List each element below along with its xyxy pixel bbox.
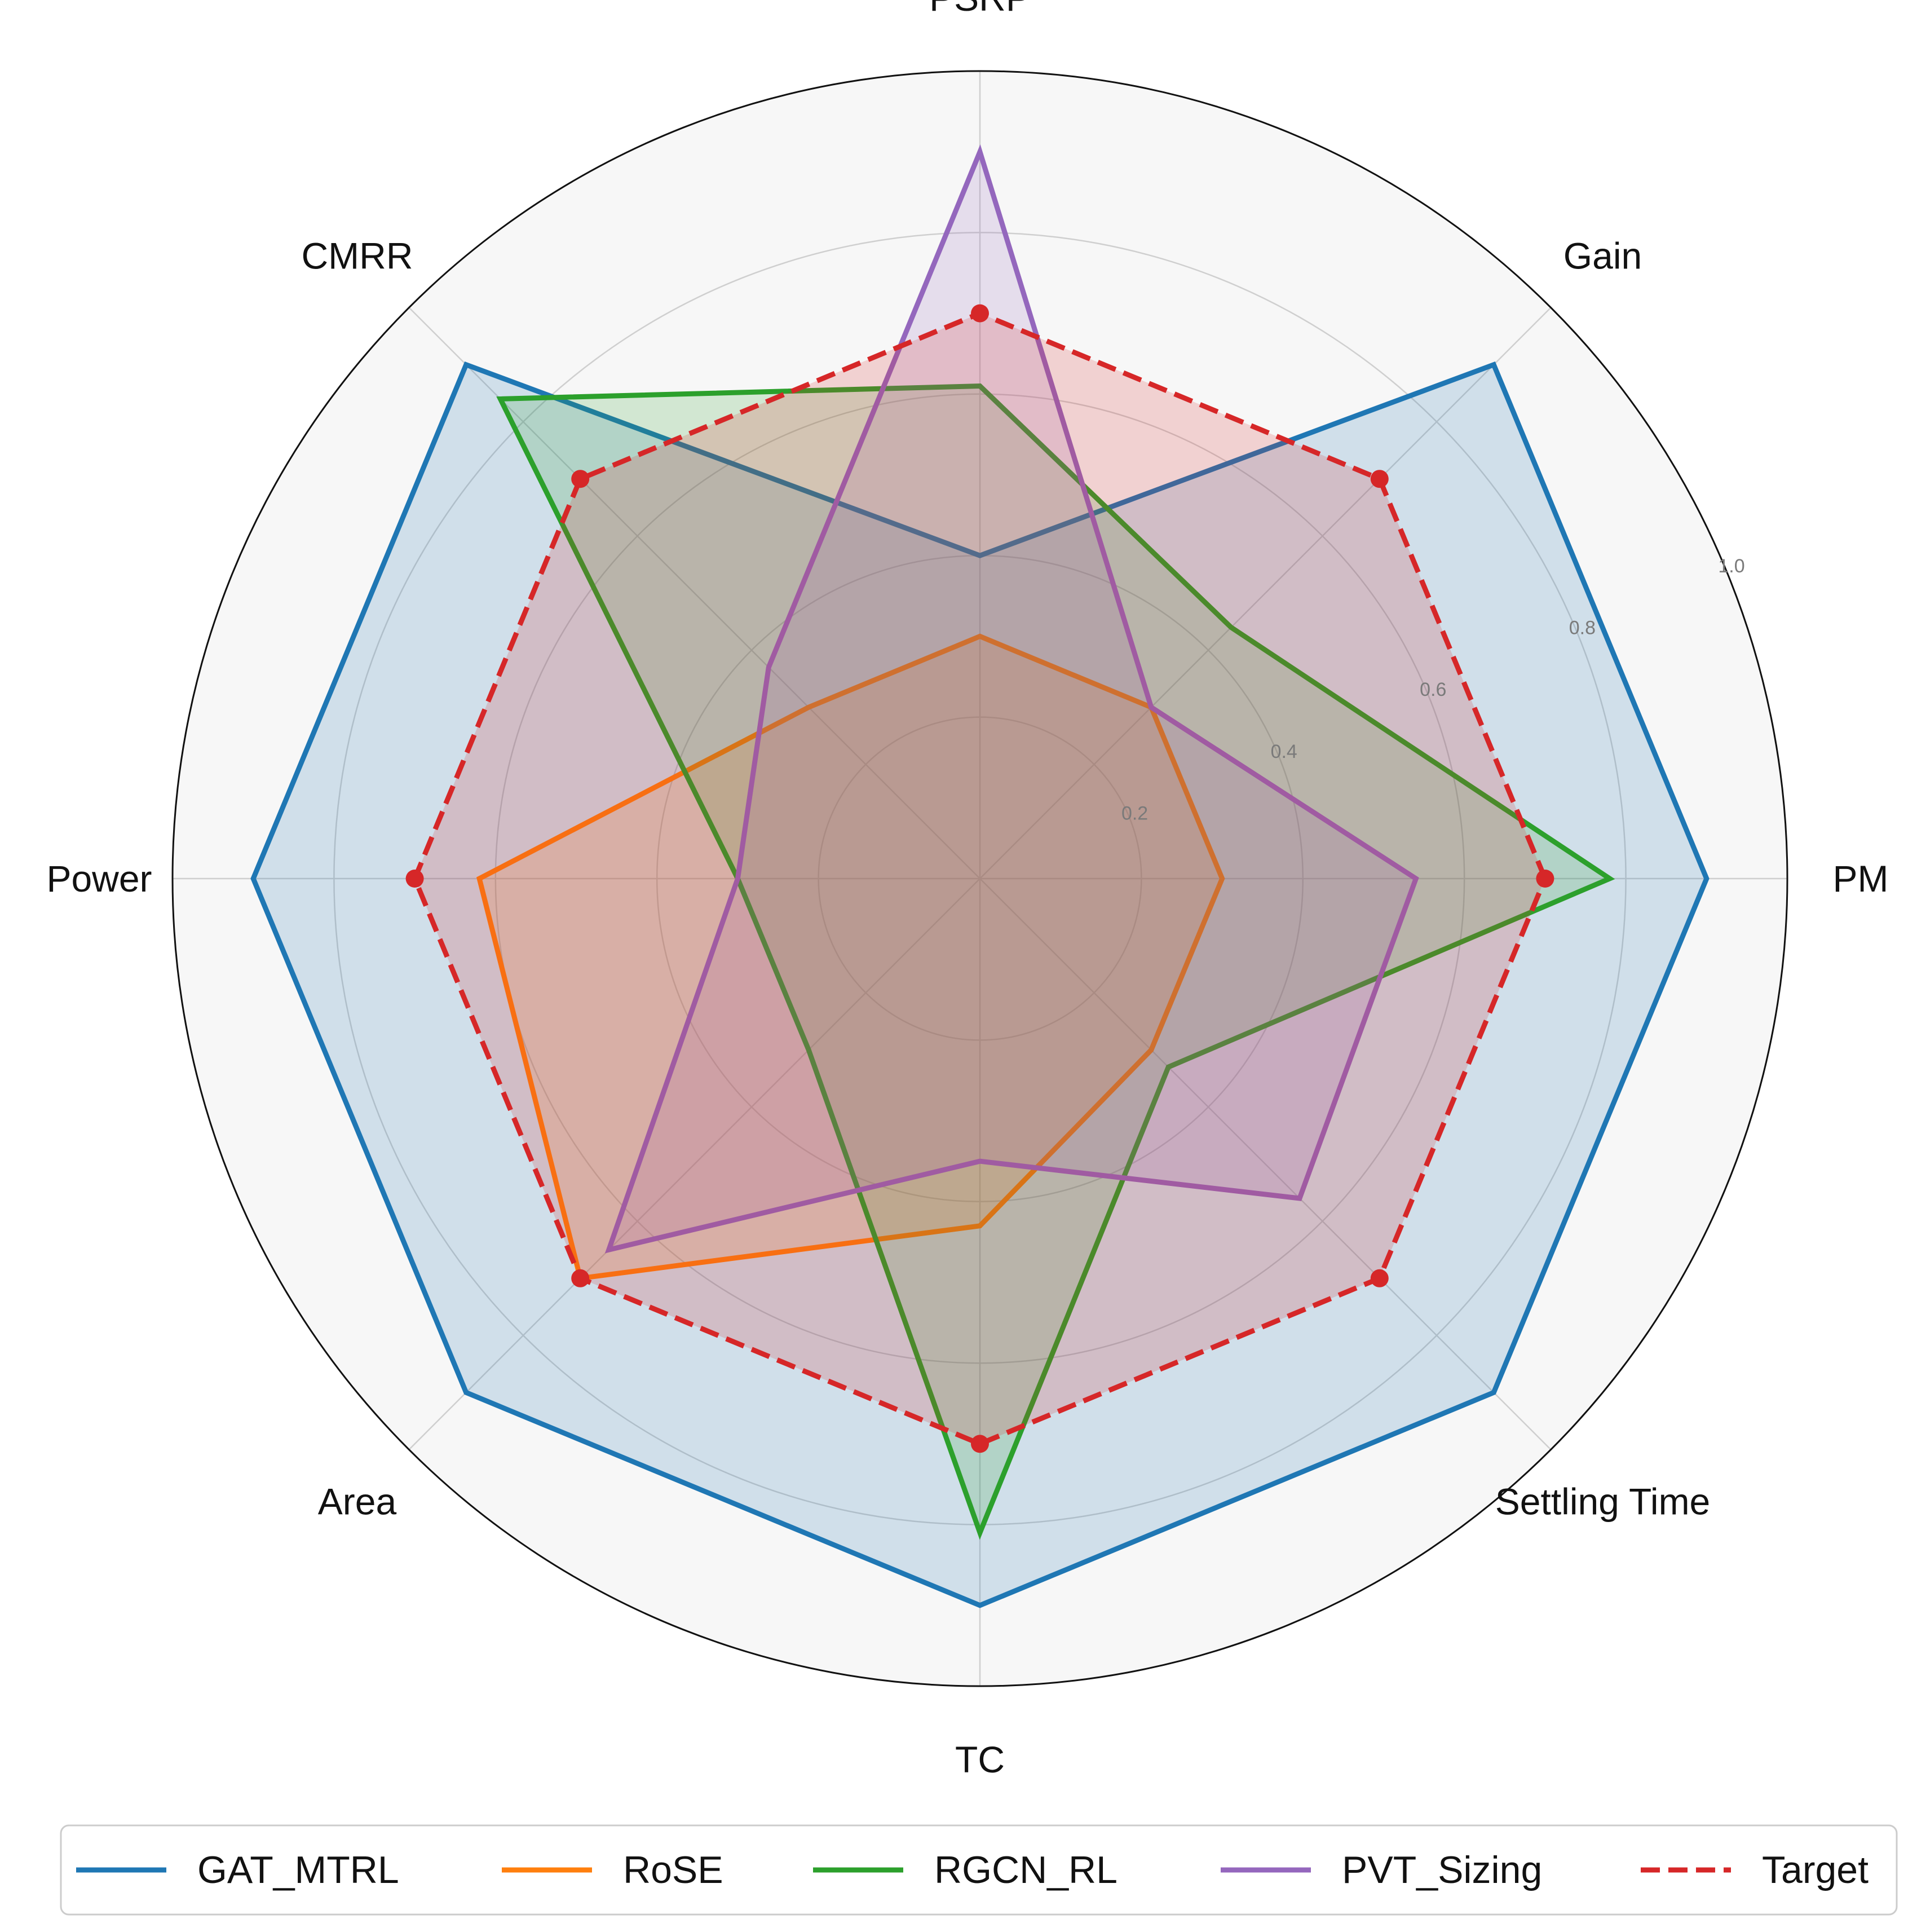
data-point-target (971, 304, 989, 323)
series-line-pvt-sizing (604, 144, 1419, 1254)
axis-label: PSRP (929, 0, 1031, 19)
grid-spoke (979, 307, 1552, 879)
axis-label: Settling Time (1495, 1481, 1711, 1523)
series-pvt-sizing (604, 144, 1419, 1254)
legend: GAT_MTRL RoSE RGCN_RL PVT_Sizing Target (60, 1824, 1898, 1916)
data-point-target (1370, 1269, 1389, 1287)
radial-tick-label: 0.2 (1121, 802, 1148, 824)
series-target (405, 304, 1554, 1453)
legend-label: Target (1762, 1849, 1869, 1891)
axis-labels: PM Gain PSRP CMRR Power Area TC Settling Time (46, 0, 1888, 1780)
radial-tick-label: 0.8 (1569, 617, 1596, 639)
grid (171, 70, 1788, 1687)
legend-item-target: Target (1641, 1849, 1869, 1891)
grid-spoke (979, 878, 1552, 1450)
data-point-target (571, 1269, 590, 1287)
legend-label: RGCN_RL (934, 1849, 1117, 1891)
legend-label: RoSE (623, 1849, 723, 1891)
data-point-target (1370, 470, 1389, 488)
legend-item-rose: RoSE (502, 1849, 723, 1891)
series-fill-rose (479, 636, 1222, 1278)
radial-tick-label: 0.4 (1271, 741, 1297, 762)
grid-spoke (408, 878, 980, 1450)
legend-label: PVT_Sizing (1342, 1849, 1542, 1891)
radial-tick-label: 0.6 (1420, 679, 1446, 700)
axis-label: PM (1833, 858, 1889, 899)
data-point-target (571, 470, 590, 488)
axis-label: Power (46, 858, 152, 899)
series-fill-rgcn-rl (500, 386, 1610, 1533)
outer-frame (171, 70, 1788, 1687)
series-rose (476, 633, 1225, 1281)
legend-box (60, 1824, 1898, 1916)
series-fill-pvt-sizing (608, 152, 1416, 1250)
axis-label: TC (955, 1739, 1005, 1780)
series-line-gat-mtrl (250, 361, 1710, 1608)
radial-tick-labels: 0.2 0.4 0.6 0.8 1.0 (1121, 555, 1745, 824)
axis-label: Area (318, 1481, 397, 1523)
series-fill-target (414, 313, 1545, 1444)
axis-label: Gain (1563, 235, 1642, 277)
series-group (250, 144, 1710, 1608)
data-point-target (405, 870, 424, 888)
legend-item-rgcn-rl: RGCN_RL (813, 1849, 1117, 1891)
radial-tick-label: 1.0 (1718, 555, 1744, 577)
legend-item-gat-mtrl: GAT_MTRL (76, 1849, 399, 1891)
legend-label: GAT_MTRL (197, 1849, 399, 1891)
legend-item-pvt-sizing: PVT_Sizing (1221, 1849, 1542, 1891)
series-line-rose (476, 633, 1225, 1281)
axis-label: CMRR (302, 235, 413, 277)
data-point-target (971, 1435, 989, 1453)
data-point-target (1536, 870, 1554, 888)
